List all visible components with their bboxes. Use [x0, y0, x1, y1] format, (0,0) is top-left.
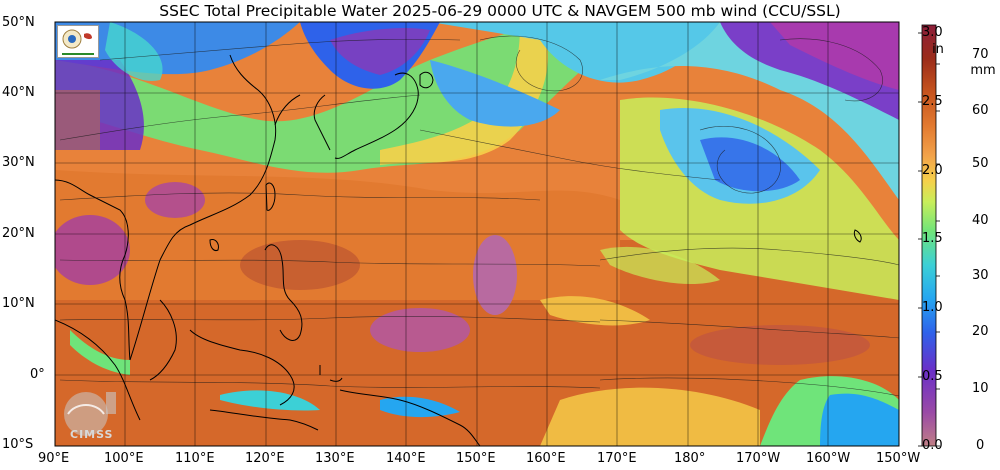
lon-label-160e: 160°E: [526, 451, 566, 466]
lon-label-110e: 110°E: [175, 451, 215, 466]
lon-label-90e: 90°E: [38, 451, 70, 466]
colorbar-mm-tick-10: 10: [972, 381, 989, 396]
lon-label-160w: 160°W: [806, 451, 851, 466]
colorbar-in-tick-1-5: 1.5: [922, 231, 943, 246]
lon-label-120e: 120°E: [245, 451, 285, 466]
colorbar-in-tick-0-5: 0.5: [922, 369, 943, 384]
lat-label-30n: 30°N: [2, 155, 35, 170]
colorbar-mm-tick-0: 0: [976, 438, 985, 453]
lon-label-170e: 170°E: [597, 451, 637, 466]
colorbar-mm-tick-20: 20: [972, 324, 989, 339]
wind-streamlines: [59, 35, 899, 397]
coastlines: [55, 54, 862, 446]
graticule: [55, 22, 899, 446]
lat-label-10s: 10°S: [2, 437, 34, 452]
colorbar-mm-tick-60: 60: [972, 103, 989, 118]
lon-label-140e: 140°E: [386, 451, 426, 466]
cimss-logo: [58, 384, 130, 444]
lon-label-150w: 150°W: [876, 451, 921, 466]
colorbar-mm-tick-50: 50: [972, 156, 989, 171]
lon-label-150e: 150°E: [456, 451, 496, 466]
colorbar-mm-tick-70: 70: [972, 47, 989, 62]
lon-label-100e: 100°E: [104, 451, 144, 466]
colorbar-in-tick-2-5: 2.5: [922, 94, 943, 109]
colorbar-ticks: [918, 32, 940, 447]
colorbar-mm-tick-30: 30: [972, 268, 989, 283]
colorbar: [921, 24, 937, 447]
lat-label-20n: 20°N: [2, 226, 35, 241]
lat-label-10n: 10°N: [2, 296, 35, 311]
colorbar-in-tick-3-0: 3.0: [922, 25, 943, 40]
colorbar-in-tick-2-0: 2.0: [922, 163, 943, 178]
map-frame: [54, 21, 900, 447]
colorbar-mm-tick-40: 40: [972, 213, 989, 228]
colorbar-unit-mm: mm: [970, 63, 996, 78]
cimss-logo-text: CIMSS: [70, 428, 114, 441]
lon-label-130e: 130°E: [315, 451, 355, 466]
map-title: SSEC Total Precipitable Water 2025-06-29…: [159, 2, 841, 20]
lon-label-180: 180°: [674, 451, 706, 466]
lat-label-40n: 40°N: [2, 85, 35, 100]
colorbar-in-tick-0-0: 0.0: [922, 438, 943, 453]
colorbar-unit-in: in: [932, 42, 944, 57]
lat-label-0: 0°: [30, 367, 45, 382]
lat-label-50n: 50°N: [2, 15, 35, 30]
colorbar-in-tick-1-0: 1.0: [922, 300, 943, 315]
ccu-ssl-logo: [57, 25, 99, 58]
lon-label-170w: 170°W: [736, 451, 781, 466]
